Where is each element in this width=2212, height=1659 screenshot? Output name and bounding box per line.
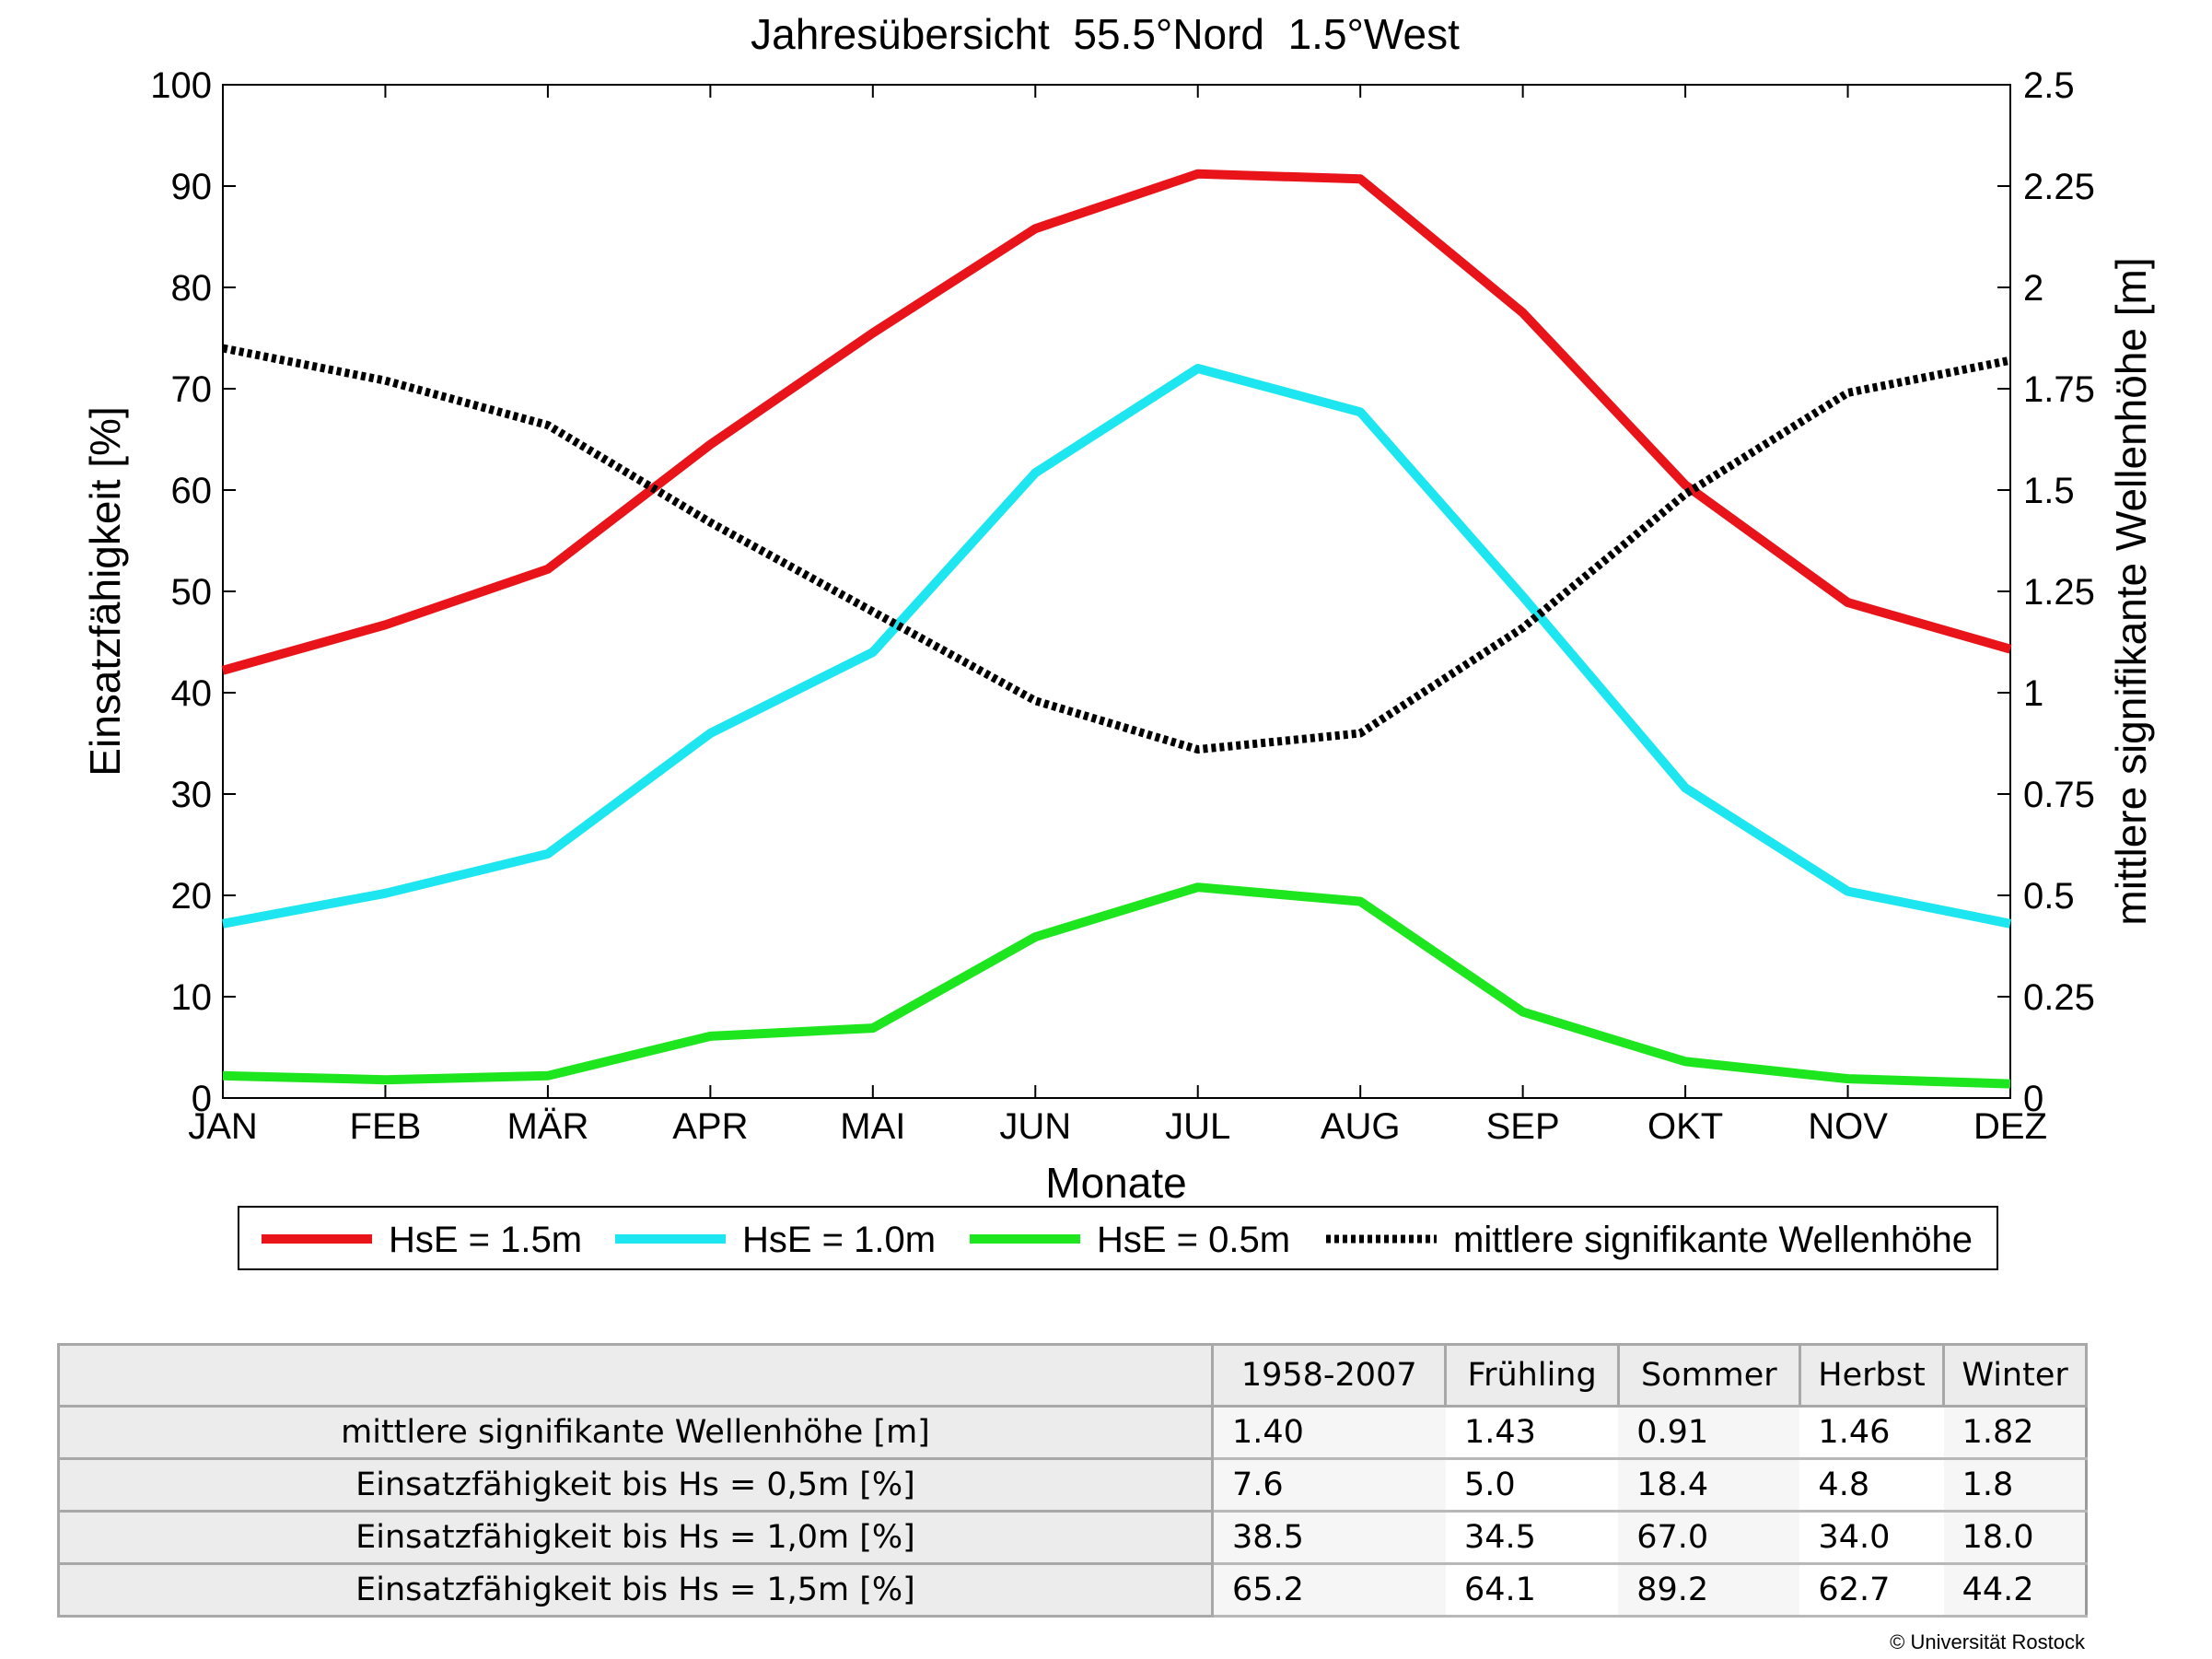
- legend-label: HsE = 0.5m: [1097, 1220, 1290, 1260]
- y-tick-label: 0: [192, 1079, 212, 1119]
- table-row: mittlere signifikante Wellenhöhe [m] 1.4…: [57, 1405, 2087, 1460]
- stats-table: 1958-2007 Frühling Sommer Herbst Winter …: [57, 1343, 2088, 1618]
- x-tick-label: DEZ: [1973, 1106, 2047, 1147]
- table-row-label: Einsatzfähigkeit bis Hs = 1,0m [%]: [57, 1510, 1214, 1565]
- series-line-3: [222, 882, 2011, 1089]
- series-line-4: [222, 344, 2011, 754]
- table-cell: 62.7: [1799, 1562, 1944, 1618]
- x-tick-label: MÄR: [506, 1106, 588, 1147]
- x-tick-label: JAN: [188, 1106, 258, 1147]
- table-header-cell: Sommer: [1616, 1343, 1801, 1408]
- y2-tick-label: 0.25: [2023, 977, 2095, 1018]
- table-row: Einsatzfähigkeit bis Hs = 0,5m [%] 7.6 5…: [57, 1457, 2087, 1513]
- series-line-2: [222, 364, 2011, 929]
- x-tick-label: NOV: [1808, 1106, 1888, 1147]
- table-cell: 0.91: [1618, 1405, 1800, 1460]
- x-tick-label: APR: [672, 1106, 748, 1147]
- table-cell: 7.6: [1212, 1457, 1446, 1513]
- y-tick-label: 90: [171, 167, 213, 207]
- x-tick-label: MAI: [840, 1106, 905, 1147]
- table-cell: 65.2: [1212, 1562, 1446, 1618]
- y-tick-label: 60: [171, 471, 213, 511]
- chart-title: Jahresübersicht 55.5°Nord 1.5°West: [751, 10, 1460, 58]
- table-row: Einsatzfähigkeit bis Hs = 1,0m [%] 38.5 …: [57, 1510, 2087, 1565]
- y2-tick-label: 1.75: [2023, 369, 2095, 410]
- copyright-notice: © Universität Rostock: [1890, 1630, 2085, 1653]
- table-row-label: Einsatzfähigkeit bis Hs = 0,5m [%]: [57, 1457, 1214, 1513]
- x-tick-label: JUL: [1165, 1106, 1230, 1147]
- legend-label: HsE = 1.5m: [389, 1220, 582, 1260]
- table-cell: 34.5: [1445, 1510, 1619, 1565]
- x-tick-label: JUN: [999, 1106, 1071, 1147]
- table-cell: 4.8: [1799, 1457, 1944, 1513]
- table-cell: 1.8: [1943, 1457, 2087, 1513]
- table-cell: 1.46: [1799, 1405, 1944, 1460]
- y2-tick-label: 1: [2023, 673, 2043, 714]
- x-tick-label: OKT: [1647, 1106, 1723, 1147]
- table-cell: 5.0: [1445, 1457, 1619, 1513]
- y-tick-label: 10: [171, 977, 213, 1018]
- table-row-label: Einsatzfähigkeit bis Hs = 1,5m [%]: [57, 1562, 1214, 1618]
- x-tick-label: FEB: [350, 1106, 422, 1147]
- y2-tick-label: 2.5: [2023, 65, 2075, 106]
- x-tick-label: SEP: [1486, 1106, 1560, 1147]
- table-header-cell: Winter: [1942, 1343, 2088, 1408]
- table-cell: 1.82: [1943, 1405, 2087, 1460]
- table-header-cell: Frühling: [1444, 1343, 1620, 1408]
- table-cell: 89.2: [1618, 1562, 1800, 1618]
- y-tick-label: 70: [171, 369, 213, 410]
- table-corner-cell: [57, 1343, 1214, 1408]
- x-axis-label: Monate: [1045, 1159, 1186, 1207]
- y2-tick-label: 1.5: [2023, 471, 2075, 511]
- y-tick-label: 20: [171, 876, 213, 917]
- y2-tick-label: 0: [2023, 1079, 2043, 1119]
- series-line-1: [221, 169, 2012, 675]
- table-header-cell: 1958-2007: [1210, 1343, 1448, 1408]
- y2-tick-label: 1.25: [2023, 572, 2095, 613]
- legend-box: [238, 1206, 1998, 1270]
- table-cell: 34.0: [1799, 1510, 1944, 1565]
- table-cell: 1.43: [1445, 1405, 1619, 1460]
- y-axis-label: Einsatzfähigkeit [%]: [81, 406, 129, 776]
- table-cell: 67.0: [1618, 1510, 1800, 1565]
- table-row: Einsatzfähigkeit bis Hs = 1,5m [%] 65.2 …: [57, 1562, 2087, 1618]
- y-tick-label: 80: [171, 268, 213, 309]
- y2-tick-label: 2: [2023, 268, 2043, 309]
- table-cell: 44.2: [1943, 1562, 2087, 1618]
- table-cell: 64.1: [1445, 1562, 1619, 1618]
- table-cell: 1.40: [1212, 1405, 1446, 1460]
- table-cell: 18.4: [1618, 1457, 1800, 1513]
- table-header-row: 1958-2007 Frühling Sommer Herbst Winter: [57, 1343, 2088, 1408]
- table-cell: 18.0: [1943, 1510, 2087, 1565]
- legend-label: HsE = 1.0m: [742, 1220, 936, 1260]
- y2-axis-label: mittlere signifikante Wellenhöhe [m]: [2107, 257, 2155, 925]
- chart: Jahresübersicht 55.5°Nord 1.5°West JAN FE…: [81, 10, 2155, 1270]
- table-header-cell: Herbst: [1798, 1343, 1946, 1408]
- y2-tick-label: 2.25: [2023, 167, 2095, 207]
- table-cell: 38.5: [1212, 1510, 1446, 1565]
- y-tick-label: 30: [171, 775, 213, 815]
- y-tick-label: 40: [171, 673, 213, 714]
- y2-tick-label: 0.75: [2023, 775, 2095, 815]
- legend-label: mittlere signifikante Wellenhöhe: [1453, 1220, 1973, 1260]
- x-tick-label: AUG: [1321, 1106, 1401, 1147]
- y-tick-label: 50: [171, 572, 213, 613]
- y2-tick-label: 0.5: [2023, 876, 2075, 917]
- table-row-label: mittlere signifikante Wellenhöhe [m]: [57, 1405, 1214, 1460]
- y-tick-label: 100: [150, 65, 212, 106]
